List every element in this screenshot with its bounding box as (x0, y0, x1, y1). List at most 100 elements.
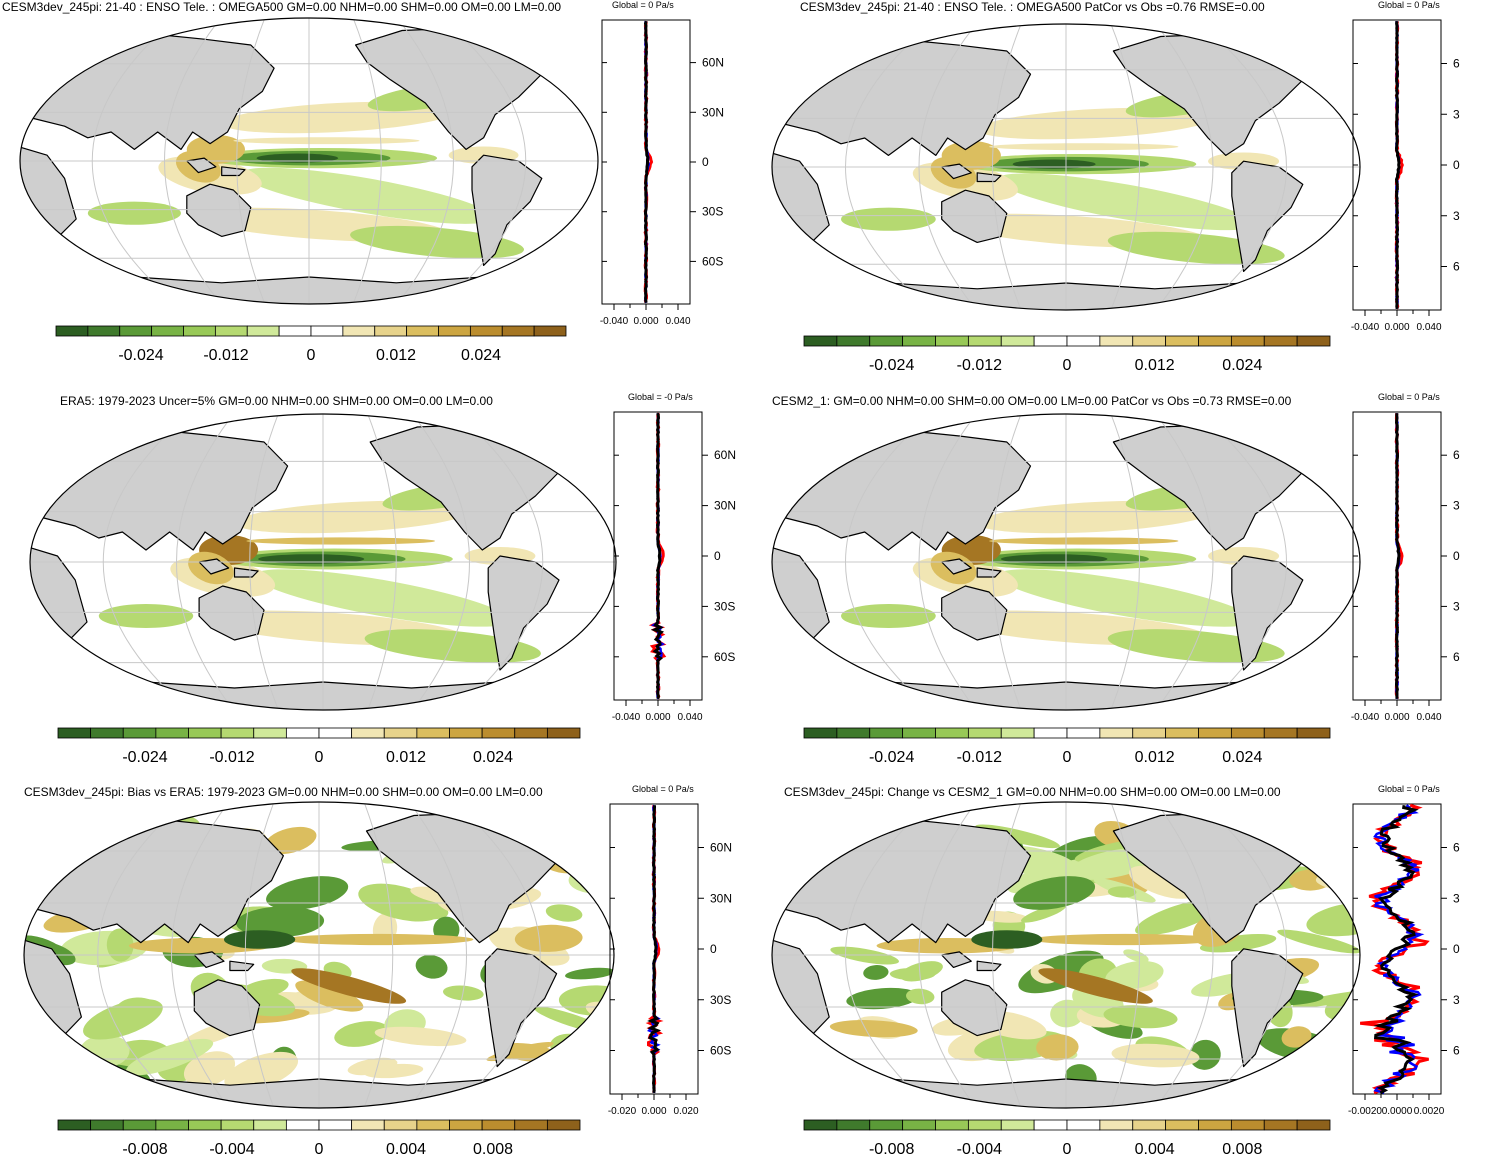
colorbar-label: 0.024 (473, 749, 513, 766)
australia-land (941, 585, 1008, 641)
colorbar-swatch (469, 325, 503, 337)
colorbar-swatch (836, 335, 871, 347)
lat-label: 60S (702, 254, 723, 268)
zonal-title: Global = 0 Pa/s (1378, 0, 1440, 10)
colorbar-label: 0 (307, 347, 316, 364)
antarctica-land (74, 681, 590, 710)
anomaly-contour (24, 821, 72, 847)
equatorial-brown-east (283, 933, 474, 946)
colorbar-swatch (533, 325, 567, 337)
zonal-mean-plot: 60N 30N 0 30S 60S -0.040 0.000 0.040 (612, 411, 736, 723)
world-map (23, 801, 615, 1109)
x-tick-label: -0.020 (608, 1106, 637, 1117)
colorbar-label: 0.012 (376, 347, 416, 364)
colorbar-swatch (1230, 727, 1265, 739)
greenland-land (558, 420, 601, 455)
colorbar-swatch (836, 727, 871, 739)
anomaly-contour (829, 1020, 918, 1038)
colorbar-swatch (546, 727, 581, 739)
anomaly-contour (236, 906, 325, 938)
colorbar-swatch (1099, 335, 1134, 347)
anomaly-contour (772, 852, 819, 876)
lat-label: 6 (1453, 650, 1460, 664)
australia-land (186, 183, 252, 237)
x-tick-label: 0.000 (641, 1106, 666, 1117)
graticule (24, 802, 614, 1108)
colorbar-swatch (416, 1119, 450, 1131)
colorbar-swatch (501, 325, 535, 337)
anomaly-contour (1105, 960, 1164, 990)
anomaly-contour (1036, 1034, 1079, 1061)
colorbar-swatch (310, 325, 344, 337)
equatorial-green-core (258, 554, 365, 564)
anomaly-contour (514, 924, 583, 952)
anomaly-contour (565, 967, 614, 980)
australia-land (941, 979, 1008, 1037)
panel-title: CESM3dev_245pi: 21-40 : ENSO Tele. : OME… (800, 0, 1265, 14)
x-tick-label: 0.000 (633, 316, 658, 327)
colorbar-label: 0.008 (473, 1141, 513, 1158)
world-map (19, 17, 599, 305)
colorbar-swatch (935, 727, 969, 739)
anomaly-contour (26, 863, 54, 883)
colorbar-swatch (122, 1119, 157, 1131)
colorbar-swatch (1000, 335, 1035, 347)
lat-label: 0 (714, 549, 721, 563)
south-america-land (1231, 555, 1304, 671)
zonal-title: Global = 0 Pa/s (632, 784, 694, 794)
colorbar-swatch (1000, 1119, 1035, 1131)
lat-label: 6 (1453, 1044, 1460, 1058)
zonal-mean-plot: 60N 30N 0 30S 60S -0.020 0.000 0.020 (608, 803, 732, 1117)
indonesia-land (193, 951, 225, 968)
indonesia-land (198, 558, 230, 575)
x-tick-label: 0.020 (673, 1106, 698, 1117)
colorbar-swatch (220, 727, 255, 739)
x-tick-label: -0.0020 (1348, 1106, 1382, 1117)
colorbar-swatch (967, 335, 1002, 347)
colorbar-swatch (406, 325, 439, 337)
anomaly-contour (224, 1051, 299, 1091)
colorbar-swatch (1066, 335, 1101, 347)
antarctica-land (816, 681, 1333, 710)
south-america-land (487, 555, 560, 671)
colorbar-swatch (155, 1119, 189, 1131)
equatorial-green-core (1000, 554, 1108, 564)
lat-label: 60N (702, 56, 724, 70)
x-tick-label: 0.040 (1416, 322, 1441, 333)
anomaly-contour (537, 1070, 565, 1084)
lat-label: 3 (1453, 599, 1460, 613)
south-america-land (471, 154, 543, 266)
lat-label: 60N (714, 448, 736, 462)
colorbar-swatch (220, 1119, 255, 1131)
colorbar-swatch (967, 727, 1002, 739)
anomaly-contour (1128, 865, 1196, 899)
zonal-line-model (1394, 413, 1401, 699)
colorbar-swatch (449, 1119, 483, 1131)
lat-label: 3 (1453, 107, 1460, 121)
map-outline (19, 17, 599, 305)
indonesia-land (941, 163, 972, 180)
colorbar: -0.024 -0.012 0 0.012 0.024 (57, 727, 581, 766)
lat-label: 0 (1453, 942, 1460, 956)
colorbar-swatch (416, 727, 450, 739)
lat-label: 0 (1453, 158, 1460, 172)
indian-ocean-anomaly (841, 604, 936, 628)
colorbar-swatch (1296, 727, 1331, 739)
map-outline (23, 801, 615, 1109)
anomaly-contour (863, 965, 889, 980)
colorbar-label: 0.004 (1135, 1141, 1175, 1158)
greenland-land (1302, 30, 1345, 64)
colorbar-swatch (869, 1119, 904, 1131)
colorbar-swatch (55, 325, 89, 337)
anomaly-contour (1277, 929, 1360, 954)
anomaly-contour (125, 1038, 214, 1076)
colorbar-label: -0.004 (957, 1141, 1002, 1158)
colorbar-swatch (803, 335, 838, 347)
colorbar-swatch (1132, 727, 1167, 739)
anomaly-contour (347, 1057, 398, 1076)
map-outline (771, 23, 1361, 311)
colorbar-swatch (481, 727, 516, 739)
south-america-land (484, 948, 558, 1068)
colorbar-swatch (1099, 727, 1134, 739)
anomaly-contour (24, 834, 82, 858)
